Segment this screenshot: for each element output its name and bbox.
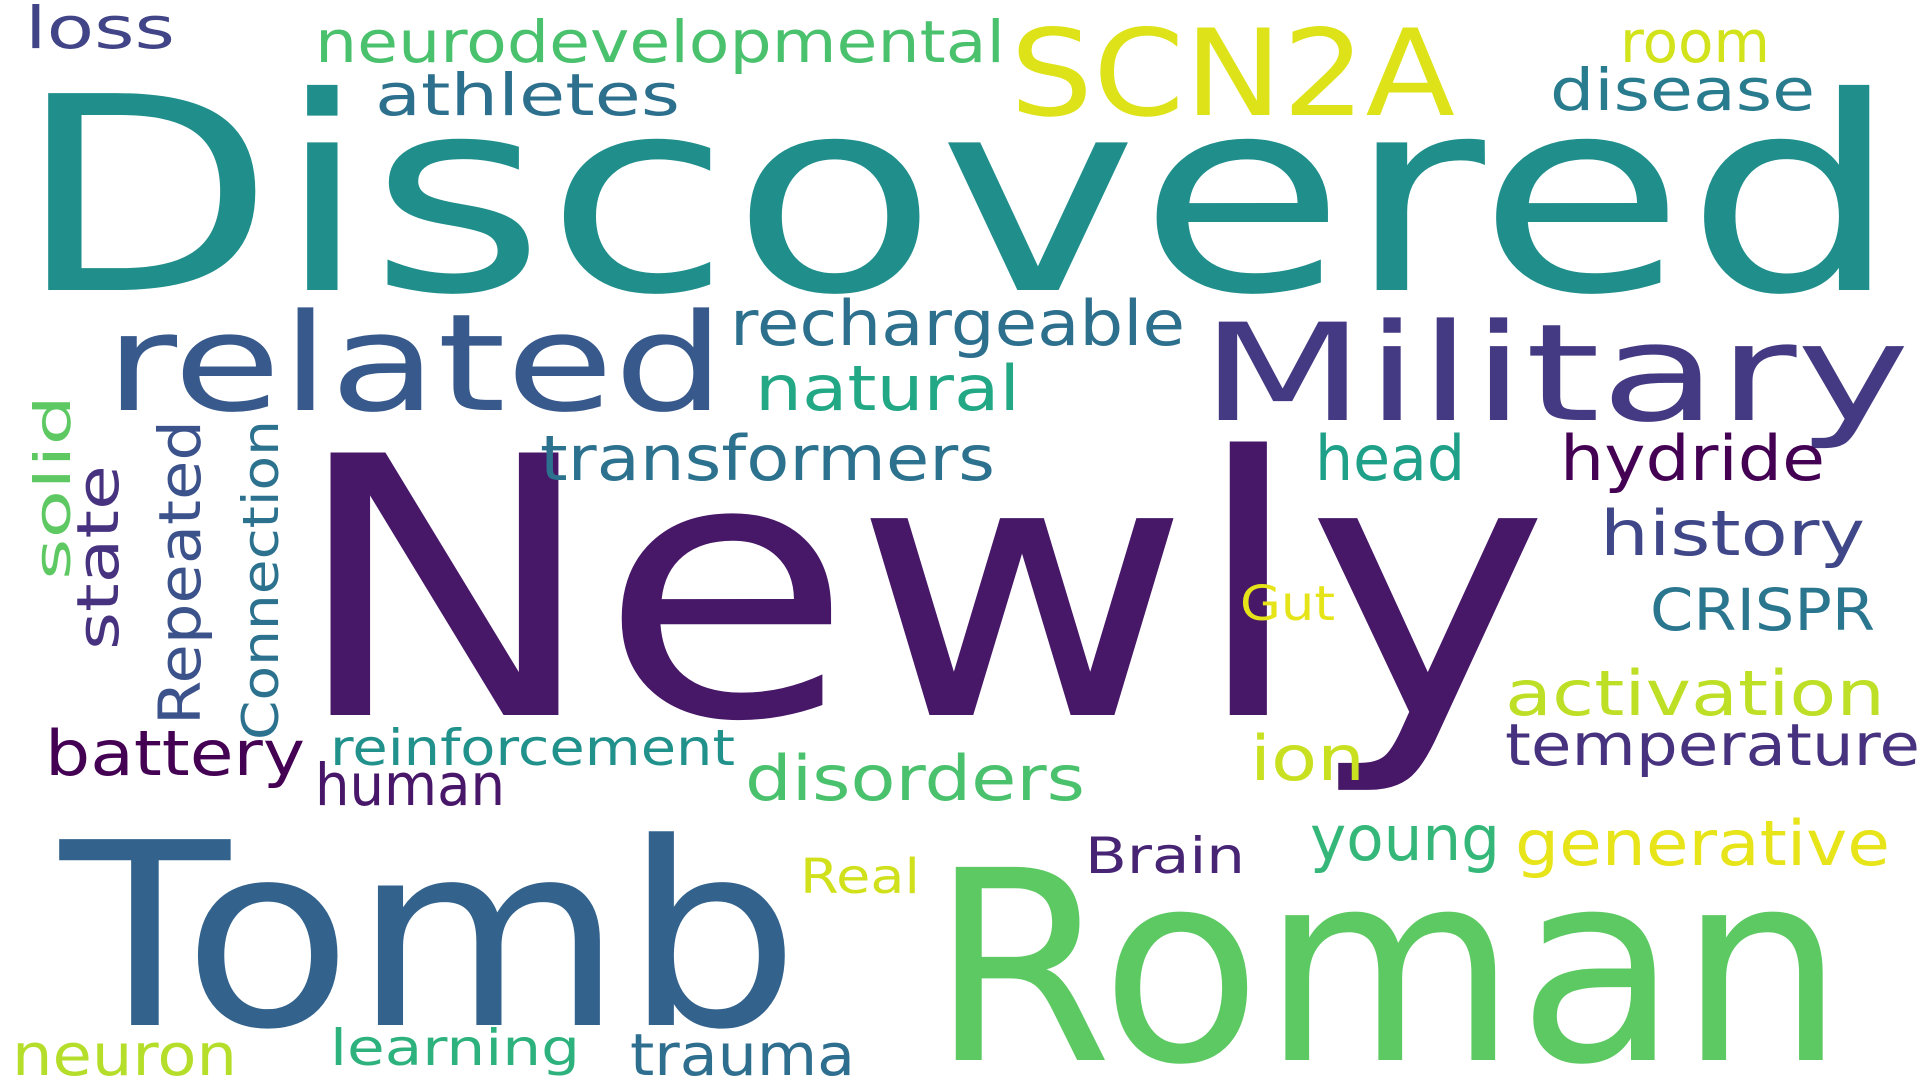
word-disease: disease bbox=[1550, 56, 1815, 124]
word-history: history bbox=[1600, 497, 1865, 570]
word-head: head bbox=[1315, 422, 1465, 495]
word-ion: ion bbox=[1250, 722, 1365, 795]
word-connection: Connection bbox=[232, 420, 290, 740]
word-related: related bbox=[105, 285, 725, 442]
word-gut: Gut bbox=[1240, 576, 1335, 632]
word-young: young bbox=[1310, 802, 1500, 875]
word-loss: loss bbox=[25, 0, 175, 62]
word-state: state bbox=[64, 465, 132, 650]
word-rechargeable: rechargeable bbox=[730, 287, 1185, 360]
word-neuron: neuron bbox=[12, 1021, 237, 1080]
word-temperature: temperature bbox=[1505, 711, 1920, 779]
word-scn2a: SCN2A bbox=[1010, 5, 1455, 144]
word-discovered: Discovered bbox=[15, 39, 1900, 354]
word-activation: activation bbox=[1505, 657, 1885, 730]
word-neurodevelopmental: neurodevelopmental bbox=[315, 8, 1005, 76]
word-learning: learning bbox=[330, 1019, 580, 1077]
word-hydride: hydride bbox=[1560, 422, 1825, 495]
word-repeated: Repeated bbox=[146, 420, 214, 725]
word-crispr: CRISPR bbox=[1650, 576, 1875, 644]
word-real: Real bbox=[800, 849, 920, 905]
word-military: Military bbox=[1200, 295, 1910, 452]
word-disorders: disorders bbox=[745, 742, 1085, 815]
word-natural: natural bbox=[755, 352, 1020, 425]
word-generative: generative bbox=[1515, 807, 1890, 880]
word-newly: Newly bbox=[290, 381, 1550, 800]
word-reinforcement: reinforcement bbox=[330, 719, 735, 777]
word-room: room bbox=[1620, 8, 1770, 76]
word-athletes: athletes bbox=[375, 61, 680, 129]
word-roman: Roman bbox=[930, 815, 1845, 1080]
word-battery: battery bbox=[45, 717, 305, 790]
word-solid: solid bbox=[24, 395, 82, 580]
word-human: human bbox=[315, 751, 505, 819]
word-transformers: transformers bbox=[540, 422, 995, 495]
word-brain: Brain bbox=[1085, 827, 1245, 885]
word-tomb: Tomb bbox=[59, 789, 800, 1080]
word-trauma: trauma bbox=[630, 1021, 855, 1080]
